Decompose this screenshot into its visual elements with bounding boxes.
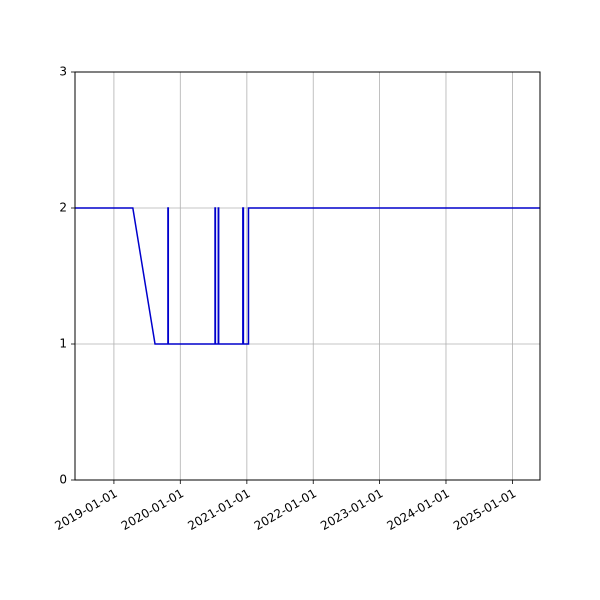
y-tick-label: 3 — [59, 65, 67, 79]
x-tick-label: 2019-01-01 — [52, 486, 119, 533]
x-tick-label: 2023-01-01 — [318, 486, 385, 533]
grid-lines — [75, 71, 540, 481]
x-tick-label: 2024-01-01 — [384, 486, 451, 533]
y-tick-label: 1 — [59, 337, 67, 351]
y-tick-label: 2 — [59, 201, 67, 215]
plot-frame — [74, 71, 541, 481]
x-tick-label: 2020-01-01 — [119, 486, 186, 533]
series-layer — [75, 207, 540, 345]
series-line — [75, 207, 540, 345]
x-tick-label: 2021-01-01 — [185, 486, 252, 533]
x-tick-label: 2022-01-01 — [252, 486, 319, 533]
y-tick-label: 0 — [59, 473, 67, 487]
x-tick-label: 2025-01-01 — [451, 486, 518, 533]
